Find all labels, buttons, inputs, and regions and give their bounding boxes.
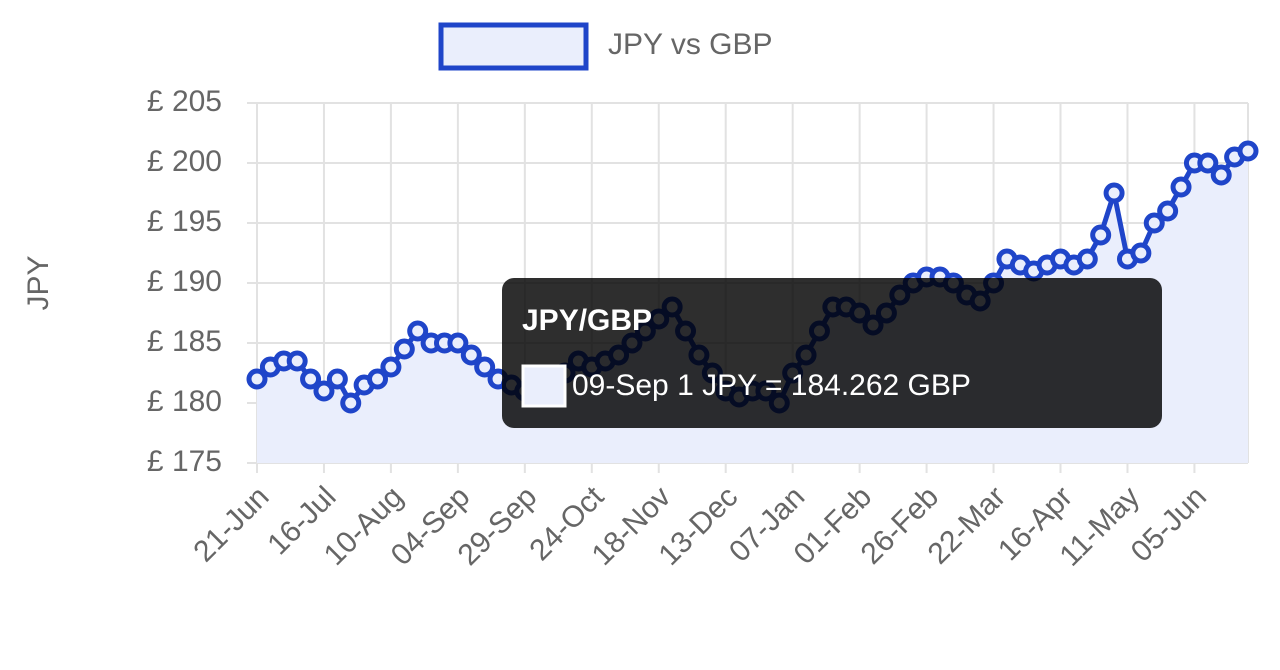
y-tick-label: £ 205 <box>147 85 222 118</box>
point <box>340 392 362 414</box>
point <box>1090 224 1112 246</box>
point <box>1157 200 1179 222</box>
y-tick-label: £ 190 <box>147 265 222 298</box>
point <box>1170 176 1192 198</box>
y-tick-label: £ 180 <box>147 385 222 418</box>
y-tick-label: £ 195 <box>147 205 222 238</box>
point <box>474 356 496 378</box>
tooltip-swatch <box>521 364 567 408</box>
point <box>380 356 402 378</box>
y-tick-label: £ 185 <box>147 325 222 358</box>
y-tick-label: £ 175 <box>147 445 222 478</box>
tooltip-box <box>502 278 1162 428</box>
point <box>1237 140 1259 162</box>
point <box>460 344 482 366</box>
point <box>300 368 322 390</box>
legend-swatch <box>438 22 589 71</box>
point <box>1130 242 1152 264</box>
tooltip: JPY/GBP 09-Sep 1 JPY = 184.262 GBP <box>502 278 1162 428</box>
point <box>246 368 268 390</box>
legend[interactable]: JPY vs GBP <box>438 22 773 71</box>
point <box>313 380 335 402</box>
x-tick-label: 21-Jun <box>187 480 275 568</box>
tooltip-title: JPY/GBP <box>522 304 652 337</box>
x-tick-label: 05-Jun <box>1125 480 1213 568</box>
point <box>1076 248 1098 270</box>
point <box>1197 152 1219 174</box>
legend-label: JPY vs GBP <box>608 28 773 61</box>
y-tick-label: £ 200 <box>147 145 222 178</box>
y-axis-label: JPY <box>22 255 55 310</box>
point <box>393 338 415 360</box>
point <box>1103 182 1125 204</box>
point <box>1210 164 1232 186</box>
point <box>326 368 348 390</box>
point <box>367 368 389 390</box>
point <box>1143 212 1165 234</box>
point <box>447 332 469 354</box>
tooltip-text: 09-Sep 1 JPY = 184.262 GBP <box>572 369 971 402</box>
point <box>407 320 429 342</box>
point <box>286 350 308 372</box>
